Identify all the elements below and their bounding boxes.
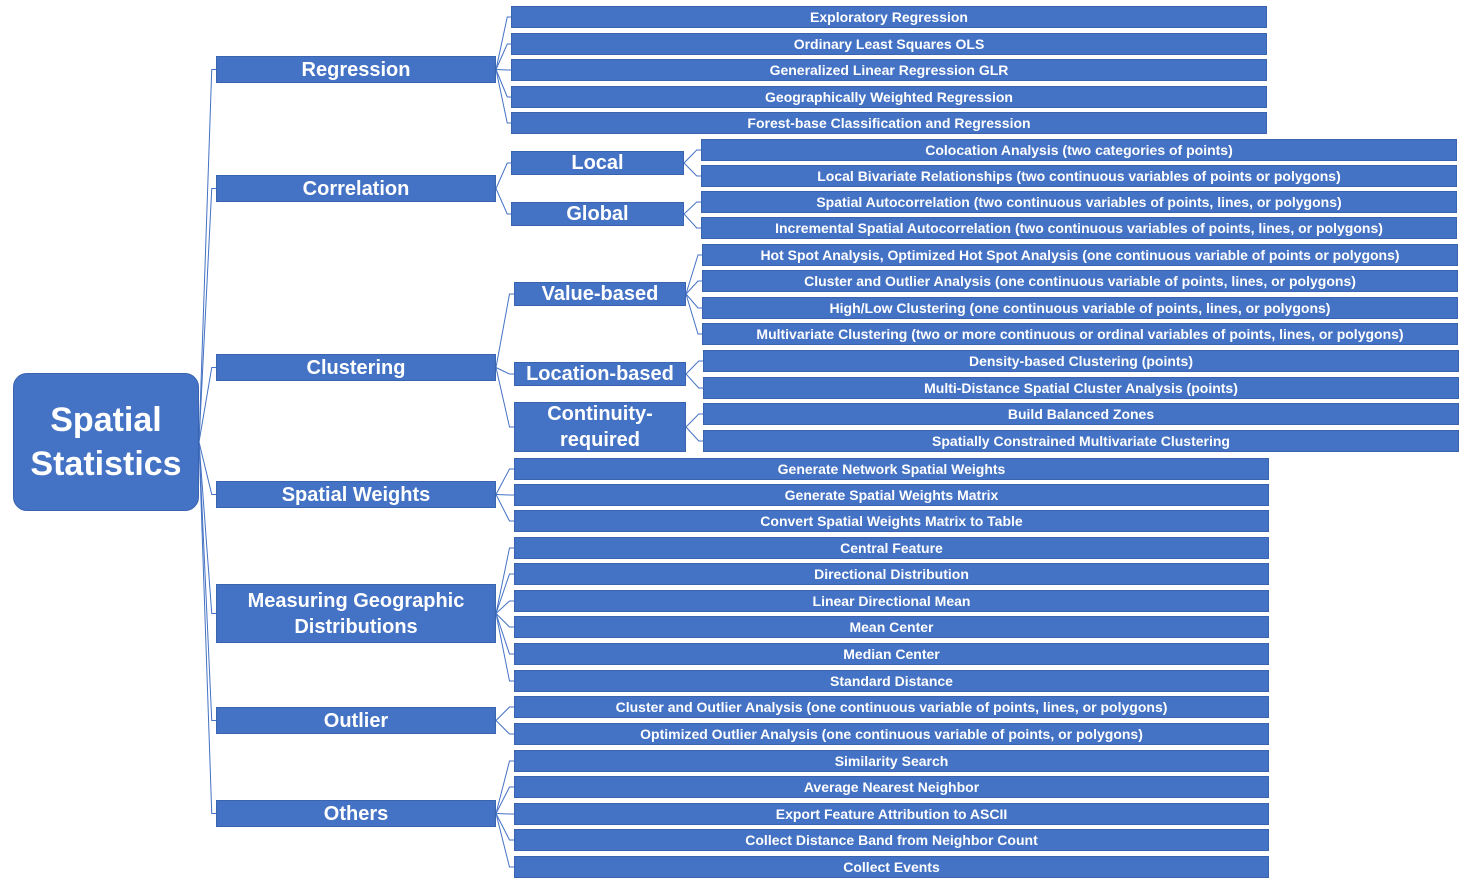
connector-c4-l2 [495,600,514,614]
connector-c4-l4 [495,613,514,655]
connector-s2-1-l0 [685,360,703,375]
leaf-geographically-weighted-regression: Geographically Weighted Regression [511,86,1267,108]
connector-c5-l0 [495,706,514,721]
leaf-multi-distance-cluster-analysis: Multi-Distance Spatial Cluster Analysis … [703,377,1459,399]
connector-root-c0 [198,69,216,443]
leaf-generate-spatial-weights-matrix: Generate Spatial Weights Matrix [514,484,1269,506]
connector-s2-2-l1 [685,426,703,442]
category-regression: Regression [216,56,496,83]
connector-c3-l0 [495,468,514,495]
connector-c6-l1 [495,786,514,814]
connector-s2-0-l3 [685,293,702,335]
leaf-build-balanced-zones: Build Balanced Zones [703,403,1459,425]
connector-c0-l2 [495,69,511,71]
root-node-spatial-statistics: Spatial Statistics [13,373,199,511]
connector-s1-0-l0 [683,149,701,164]
connector-c3-l2 [495,494,514,522]
leaf-hot-spot-analysis: Hot Spot Analysis, Optimized Hot Spot An… [702,244,1458,266]
category-spatial-weights: Spatial Weights [216,481,496,508]
connector-s2-0-l2 [685,293,702,309]
leaf-outlier-cluster-analysis: Cluster and Outlier Analysis (one contin… [514,696,1269,718]
connector-c6-l0 [495,760,514,814]
leaf-optimized-outlier-analysis: Optimized Outlier Analysis (one continuo… [514,723,1269,745]
leaf-multivariate-clustering: Multivariate Clustering (two or more con… [702,323,1458,345]
subgroup-location-based: Location-based [514,362,686,386]
leaf-colocation-analysis: Colocation Analysis (two categories of p… [701,139,1457,161]
leaf-local-bivariate-relationships: Local Bivariate Relationships (two conti… [701,165,1457,187]
leaf-density-based-clustering: Density-based Clustering (points) [703,350,1459,372]
connector-c4-l5 [495,613,514,682]
leaf-average-nearest-neighbor: Average Nearest Neighbor [514,776,1269,798]
subgroup-local: Local [511,151,684,175]
leaf-directional-distribution: Directional Distribution [514,563,1269,585]
connector-c0-l3 [495,69,511,98]
leaf-forest-based-classification: Forest-base Classification and Regressio… [511,112,1267,134]
leaf-cluster-outlier-analysis: Cluster and Outlier Analysis (one contin… [702,270,1458,292]
connector-root-c3 [198,441,216,495]
category-measuring-geographic-distributions: Measuring Geographic Distributions [216,584,496,643]
leaf-incremental-spatial-autocorrelation: Incremental Spatial Autocorrelation (two… [701,217,1457,239]
connector-c6-l2 [495,813,514,815]
leaf-central-feature: Central Feature [514,537,1269,559]
connector-s2-2-l0 [685,413,703,428]
leaf-similarity-search: Similarity Search [514,750,1269,772]
connector-s2-0-l1 [685,280,702,295]
subgroup-global: Global [511,202,684,226]
connector-root-c6 [198,441,216,814]
connector-s2-1-l1 [685,373,703,389]
leaf-linear-directional-mean: Linear Directional Mean [514,590,1269,612]
connector-root-c2 [198,367,216,443]
leaf-generalized-linear-regression: Generalized Linear Regression GLR [511,59,1267,81]
connector-s1-1-l1 [683,213,701,229]
connector-root-c4 [198,441,216,614]
connector-c1-s1 [495,188,511,215]
connector-s2-0-l0 [685,254,702,295]
connector-c5-l1 [495,720,514,735]
leaf-standard-distance: Standard Distance [514,670,1269,692]
leaf-export-feature-attribution: Export Feature Attribution to ASCII [514,803,1269,825]
connector-c4-l0 [495,547,514,614]
connector-c6-l3 [495,813,514,841]
connector-c4-l1 [495,573,514,614]
connector-c3-l1 [495,494,514,496]
subgroup-continuity-required: Continuity-required [514,402,686,452]
connector-c1-s0 [495,162,511,189]
category-correlation: Correlation [216,175,496,202]
connector-c2-s2 [495,367,514,428]
leaf-high-low-clustering: High/Low Clustering (one continuous vari… [702,297,1458,319]
connector-root-c5 [198,441,216,721]
connector-s1-1-l0 [683,201,701,215]
category-others: Others [216,800,496,827]
connector-c0-l4 [495,69,511,124]
connector-s1-0-l1 [683,162,701,177]
leaf-median-center: Median Center [514,643,1269,665]
leaf-spatial-autocorrelation: Spatial Autocorrelation (two continuous … [701,191,1457,213]
connector-c2-s1 [495,367,514,375]
leaf-convert-spatial-weights-matrix: Convert Spatial Weights Matrix to Table [514,510,1269,532]
leaf-generate-network-spatial-weights: Generate Network Spatial Weights [514,458,1269,480]
connector-root-c1 [198,188,216,443]
connector-c0-l1 [495,43,511,70]
connector-c2-s0 [495,293,514,368]
connector-c6-l4 [495,813,514,868]
leaf-spatially-constrained-clustering: Spatially Constrained Multivariate Clust… [703,430,1459,452]
leaf-exploratory-regression: Exploratory Regression [511,6,1267,28]
leaf-collect-events: Collect Events [514,856,1269,878]
leaf-ordinary-least-squares: Ordinary Least Squares OLS [511,33,1267,55]
subgroup-value-based: Value-based [514,282,686,306]
leaf-mean-center: Mean Center [514,616,1269,638]
category-outlier: Outlier [216,707,496,734]
connector-c4-l3 [495,613,514,628]
category-clustering: Clustering [216,354,496,381]
connector-c0-l0 [495,16,511,70]
leaf-collect-distance-band: Collect Distance Band from Neighbor Coun… [514,829,1269,851]
